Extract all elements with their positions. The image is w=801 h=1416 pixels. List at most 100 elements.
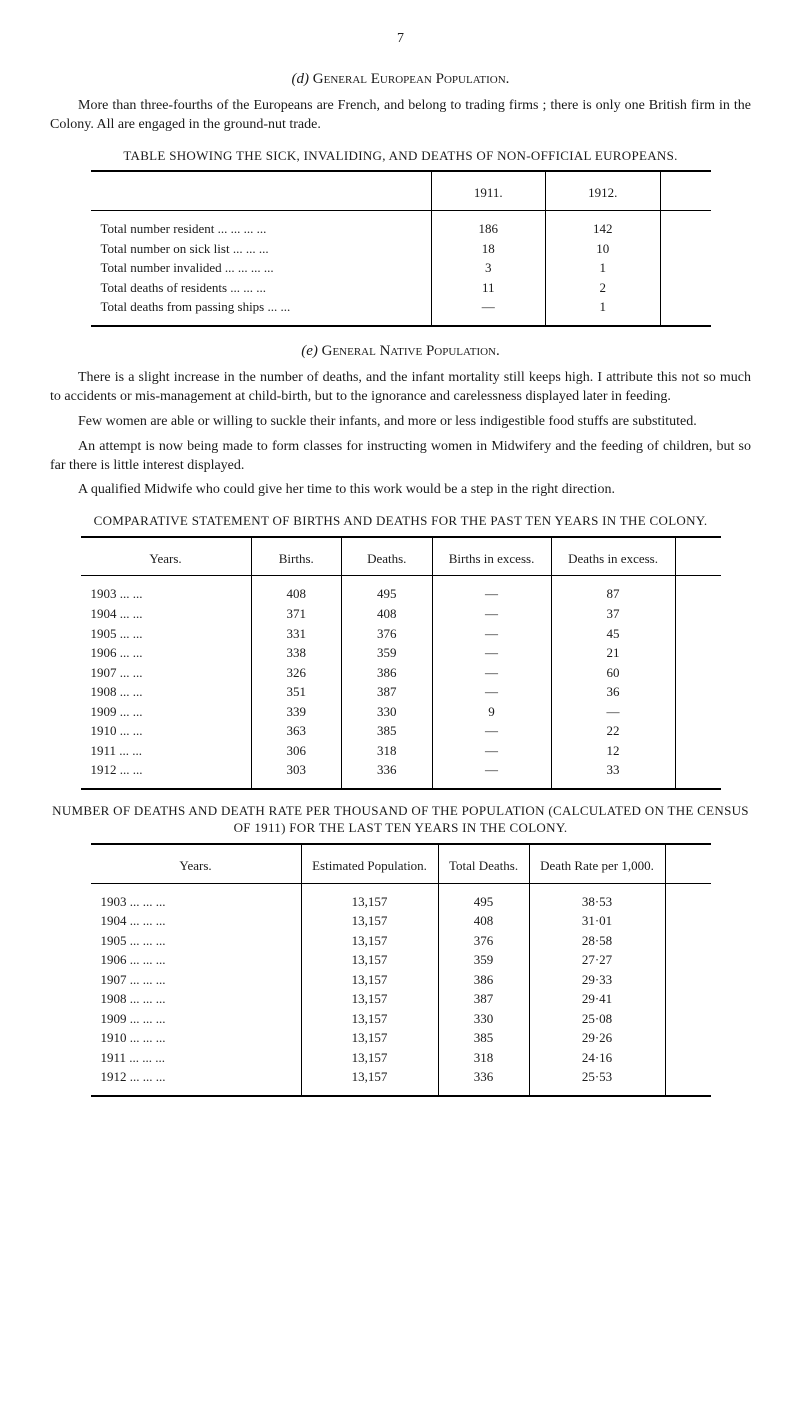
cell: 1904 ... ...: [81, 604, 252, 624]
cell: 12: [551, 741, 675, 761]
cell: 29·41: [529, 989, 665, 1009]
cell: 331: [251, 624, 342, 644]
table-row: 1906 ... ...338359—21: [81, 643, 721, 663]
table-row: 1911 ... ...306318—12: [81, 741, 721, 761]
cell: —: [432, 682, 551, 702]
cell: —: [432, 624, 551, 644]
table-row: 1909 ... ...3393309—: [81, 702, 721, 722]
section-d-title: General European Population.: [313, 71, 510, 87]
cell: 303: [251, 760, 342, 780]
cell: 1: [546, 258, 661, 278]
cell: 13,157: [301, 1048, 438, 1068]
cell: 11: [431, 278, 546, 298]
cell: 408: [251, 584, 342, 604]
col-header: Years.: [81, 546, 252, 576]
table1-caption: TABLE SHOWING THE SICK, INVALIDING, AND …: [50, 147, 751, 165]
cell: —: [432, 741, 551, 761]
cell: 330: [342, 702, 433, 722]
row-label: Total number on sick list ... ... ...: [91, 239, 432, 259]
cell: 13,157: [301, 950, 438, 970]
col-header: Estimated Population.: [301, 853, 438, 883]
cell: 13,157: [301, 911, 438, 931]
cell: 338: [251, 643, 342, 663]
cell: 1905 ... ... ...: [91, 931, 302, 951]
cell: 1904 ... ... ...: [91, 911, 302, 931]
table3-caption: NUMBER OF DEATHS AND DEATH RATE PER THOU…: [50, 802, 751, 837]
table-row: 1904 ... ... ...13,15740831·01: [91, 911, 711, 931]
cell: 371: [251, 604, 342, 624]
section-e-letter: (e): [301, 343, 318, 359]
cell: 13,157: [301, 1028, 438, 1048]
cell: 363: [251, 721, 342, 741]
cell: 359: [342, 643, 433, 663]
cell: —: [551, 702, 675, 722]
col-header: Deaths.: [342, 546, 433, 576]
cell: 13,157: [301, 892, 438, 912]
row-label: Total deaths of residents ... ... ...: [91, 278, 432, 298]
cell: —: [432, 721, 551, 741]
row-label: Total number invalided ... ... ... ...: [91, 258, 432, 278]
cell: 1: [546, 297, 661, 317]
cell: 1907 ... ...: [81, 663, 252, 683]
table-row: 1912 ... ...303336—33: [81, 760, 721, 780]
cell: 22: [551, 721, 675, 741]
cell: 25·53: [529, 1067, 665, 1087]
cell: 495: [438, 892, 529, 912]
cell: 1911 ... ... ...: [91, 1048, 302, 1068]
section-d-letter: (d): [292, 71, 310, 87]
table-row: 1909 ... ... ...13,15733025·08: [91, 1009, 711, 1029]
cell: 376: [438, 931, 529, 951]
cell: 1912 ... ... ...: [91, 1067, 302, 1087]
cell: 13,157: [301, 931, 438, 951]
col-header: Births in excess.: [432, 546, 551, 576]
cell: 1905 ... ...: [81, 624, 252, 644]
table-row: 1904 ... ...371408—37: [81, 604, 721, 624]
cell: 31·01: [529, 911, 665, 931]
table1-col2: 1912.: [546, 180, 661, 210]
section-e-para2: Few women are able or willing to suckle …: [50, 413, 751, 432]
cell: 60: [551, 663, 675, 683]
cell: 13,157: [301, 1067, 438, 1087]
cell: 1910 ... ...: [81, 721, 252, 741]
cell: 1910 ... ... ...: [91, 1028, 302, 1048]
table-row: 1905 ... ... ...13,15737628·58: [91, 931, 711, 951]
table-row: 1903 ... ...408495—87: [81, 584, 721, 604]
cell: 29·33: [529, 970, 665, 990]
cell: —: [431, 297, 546, 317]
cell: 18: [431, 239, 546, 259]
cell: 24·16: [529, 1048, 665, 1068]
table-row: 1908 ... ... ...13,15738729·41: [91, 989, 711, 1009]
cell: 142: [546, 219, 661, 239]
cell: 13,157: [301, 989, 438, 1009]
table-row: 1912 ... ... ...13,15733625·53: [91, 1067, 711, 1087]
table-row: 1907 ... ... ...13,15738629·33: [91, 970, 711, 990]
cell: 1906 ... ...: [81, 643, 252, 663]
cell: 33: [551, 760, 675, 780]
table-row: Total number resident ... ... ... ...186…: [91, 219, 711, 239]
cell: 2: [546, 278, 661, 298]
cell: 1906 ... ... ...: [91, 950, 302, 970]
cell: 13,157: [301, 970, 438, 990]
section-e-para1: There is a slight increase in the number…: [50, 369, 751, 407]
table-row: 1908 ... ...351387—36: [81, 682, 721, 702]
table3: Years. Estimated Population. Total Death…: [91, 843, 711, 1097]
cell: 318: [438, 1048, 529, 1068]
cell: 10: [546, 239, 661, 259]
cell: 359: [438, 950, 529, 970]
col-header: Total Deaths.: [438, 853, 529, 883]
table-row: 1910 ... ... ...13,15738529·26: [91, 1028, 711, 1048]
cell: 21: [551, 643, 675, 663]
cell: 1907 ... ... ...: [91, 970, 302, 990]
cell: 9: [432, 702, 551, 722]
cell: 330: [438, 1009, 529, 1029]
col-header: Years.: [91, 853, 302, 883]
col-header: Deaths in excess.: [551, 546, 675, 576]
cell: 25·08: [529, 1009, 665, 1029]
cell: 336: [438, 1067, 529, 1087]
cell: —: [432, 584, 551, 604]
table1: 1911. 1912. Total number resident ... ..…: [91, 170, 711, 326]
cell: —: [432, 604, 551, 624]
table-row: Total deaths from passing ships ... ...—…: [91, 297, 711, 317]
cell: —: [432, 643, 551, 663]
cell: —: [432, 663, 551, 683]
